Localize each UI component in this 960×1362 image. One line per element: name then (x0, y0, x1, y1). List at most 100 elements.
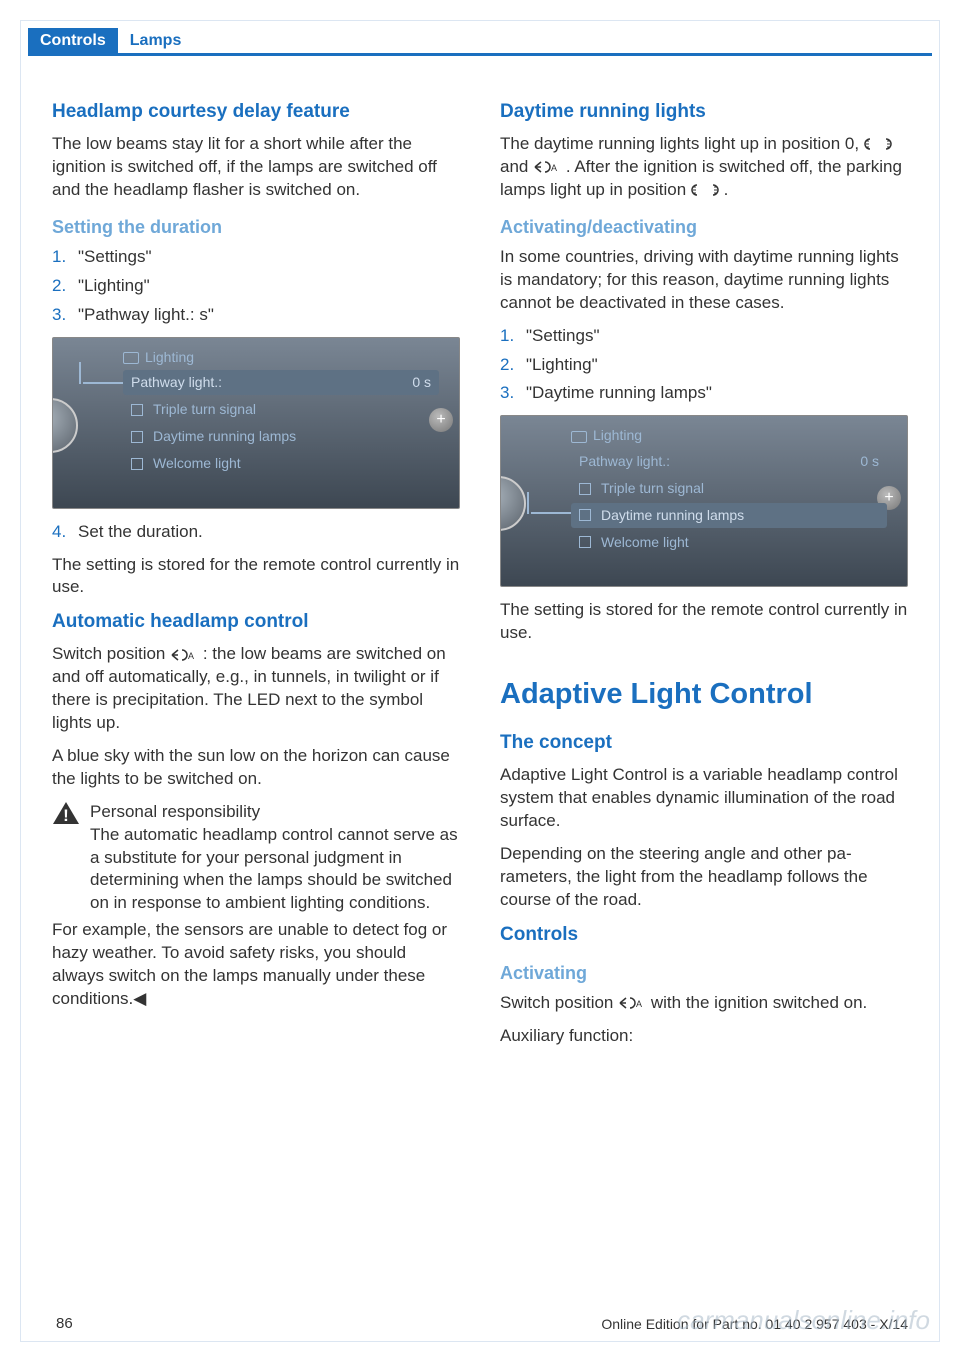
heading-setting-duration: Setting the duration (52, 215, 460, 239)
checkbox-icon (579, 483, 591, 495)
paragraph: In some countries, driving with daytime … (500, 246, 908, 315)
idrive-title-text: Lighting (145, 349, 194, 365)
row-label: Daytime running lamps (601, 506, 744, 525)
step-item: 3."Pathway light.: s" (52, 304, 460, 327)
step-item: 1."Settings" (52, 246, 460, 269)
idrive-row-daytime: Daytime running lamps (571, 503, 887, 528)
paragraph: Switch position A : the low beams are sw… (52, 643, 460, 735)
auto-light-icon: A (170, 648, 198, 662)
svg-text:A: A (188, 651, 194, 661)
step-number: 1. (500, 325, 526, 348)
row-label: Pathway light.: (579, 452, 670, 471)
right-column: Daytime running lights The daytime runni… (500, 95, 908, 1057)
step-text: "Pathway light.: s" (78, 304, 214, 327)
steps-list-2: 1."Settings" 2."Lighting" 3."Daytime run… (500, 325, 908, 406)
row-label: Daytime running lamps (153, 427, 296, 446)
row-label: Triple turn signal (601, 479, 704, 498)
row-label: Welcome light (601, 533, 689, 552)
text-fragment: Switch position (500, 993, 618, 1012)
warning-icon: ! (52, 801, 80, 825)
step-number: 2. (500, 354, 526, 377)
step-number: 3. (52, 304, 78, 327)
idrive-menu: Lighting Pathway light.: 0 s Triple turn … (123, 348, 439, 478)
step-text: "Settings" (78, 246, 152, 269)
lighting-icon (571, 431, 587, 443)
idrive-menu-title: Lighting (123, 348, 439, 367)
row-label: Welcome light (153, 454, 241, 473)
heading-concept: The concept (500, 730, 908, 756)
paragraph: Depending on the steering angle and othe… (500, 843, 908, 912)
warning-body: The automatic headlamp control cannot se… (90, 825, 458, 913)
text-fragment: and (500, 157, 533, 176)
idrive-row-pathway: Pathway light.: 0 s (571, 449, 887, 474)
header-tab-controls: Controls (28, 28, 118, 53)
idrive-row-triple: Triple turn signal (123, 397, 439, 422)
warning-text: Personal responsibility The automatic he… (90, 801, 460, 916)
idrive-knob-icon (52, 398, 78, 453)
idrive-knob-icon (500, 476, 526, 531)
idrive-row-pathway: Pathway light.: 0 s (123, 370, 439, 395)
svg-text:!: ! (63, 806, 69, 825)
lighting-icon (123, 352, 139, 364)
content-columns: Headlamp courtesy delay feature The low … (52, 95, 908, 1057)
paragraph: For example, the sensors are unable to d… (52, 919, 460, 1011)
paragraph: The setting is stored for the remote con… (52, 554, 460, 600)
steps-list-1b: 4.Set the duration. (52, 521, 460, 544)
callout-line-icon (83, 382, 123, 384)
paragraph: Switch position A with the ignition swit… (500, 992, 908, 1015)
page-header: Controls Lamps (28, 28, 932, 56)
step-text: "Lighting" (78, 275, 150, 298)
step-item: 2."Lighting" (52, 275, 460, 298)
idrive-title-text: Lighting (593, 427, 642, 443)
step-item: 4.Set the duration. (52, 521, 460, 544)
heading-daytime-lights: Daytime running lights (500, 99, 908, 125)
row-label: Triple turn signal (153, 400, 256, 419)
callout-line-icon (531, 512, 571, 514)
step-number: 2. (52, 275, 78, 298)
step-number: 1. (52, 246, 78, 269)
heading-activating-deactivating: Activating/deactivating (500, 215, 908, 239)
paragraph: Auxiliary function: (500, 1025, 908, 1048)
row-value: 0 s (412, 373, 431, 392)
step-number: 4. (52, 521, 78, 544)
svg-text:A: A (551, 163, 557, 173)
steps-list-1: 1."Settings" 2."Lighting" 3."Pathway lig… (52, 246, 460, 327)
step-text: Set the duration. (78, 521, 203, 544)
text-fragment: . (724, 180, 729, 199)
text-fragment: Switch position (52, 644, 170, 663)
checkbox-icon (131, 458, 143, 470)
checkbox-icon (131, 431, 143, 443)
warning-title: Personal responsibility (90, 802, 260, 821)
row-value: 0 s (860, 452, 879, 471)
footer-edition-line: Online Edition for Part no. 01 40 2 957 … (601, 1316, 908, 1332)
idrive-screenshot-pathway: + Lighting Pathway light.:0 s Triple tur… (52, 337, 460, 509)
step-number: 3. (500, 382, 526, 405)
step-item: 2."Lighting" (500, 354, 908, 377)
heading-activating: Activating (500, 961, 908, 985)
idrive-menu-title: Lighting (571, 426, 887, 445)
header-tab-lamps: Lamps (118, 28, 194, 54)
idrive-screenshot-daytime: + Lighting Pathway light.:0 s Triple tur… (500, 415, 908, 587)
checkbox-icon (131, 404, 143, 416)
auto-light-icon: A (533, 160, 561, 174)
heading-auto-headlamp: Automatic headlamp control (52, 609, 460, 635)
idrive-row-triple: Triple turn signal (571, 476, 887, 501)
paragraph: The daytime running lights light up in p… (500, 133, 908, 202)
paragraph: The setting is stored for the remote con… (500, 599, 908, 645)
text-fragment: The daytime running lights light up in p… (500, 134, 864, 153)
step-item: 3."Daytime running lamps" (500, 382, 908, 405)
heading-controls: Controls (500, 922, 908, 948)
svg-text:A: A (636, 999, 642, 1009)
left-column: Headlamp courtesy delay feature The low … (52, 95, 460, 1057)
checkbox-icon (579, 509, 591, 521)
step-item: 1."Settings" (500, 325, 908, 348)
warning-block: ! Personal responsibility The automatic … (52, 801, 460, 916)
paragraph: Adaptive Light Control is a variable hea… (500, 764, 908, 833)
heading-adaptive-light: Adaptive Light Control (500, 675, 908, 714)
checkbox-icon (579, 536, 591, 548)
row-label: Pathway light.: (131, 373, 222, 392)
step-text: "Daytime running lamps" (526, 382, 712, 405)
idrive-menu: Lighting Pathway light.: 0 s Triple turn … (571, 426, 887, 556)
parking-light-icon (864, 137, 892, 151)
auto-light-icon: A (618, 996, 646, 1010)
